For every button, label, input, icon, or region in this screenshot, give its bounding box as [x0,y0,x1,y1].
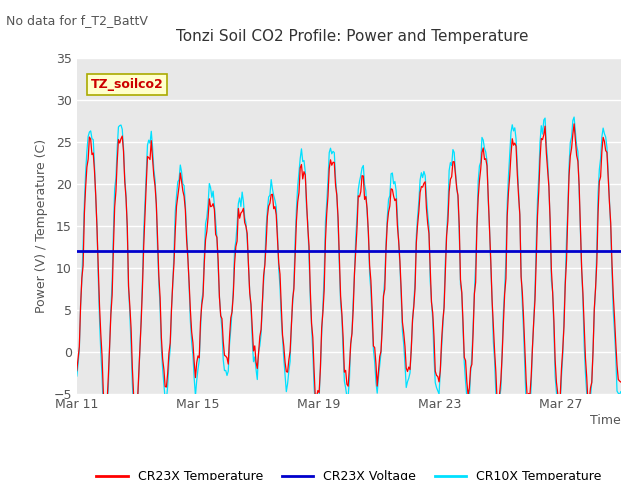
Text: No data for f_T2_BattV: No data for f_T2_BattV [6,14,148,27]
Text: Tonzi Soil CO2 Profile: Power and Temperature: Tonzi Soil CO2 Profile: Power and Temper… [176,29,528,44]
Text: TZ_soilco2: TZ_soilco2 [90,78,163,91]
Text: Time: Time [590,414,621,427]
Legend: CR23X Temperature, CR23X Voltage, CR10X Temperature: CR23X Temperature, CR23X Voltage, CR10X … [92,465,606,480]
Y-axis label: Power (V) / Temperature (C): Power (V) / Temperature (C) [35,139,48,312]
